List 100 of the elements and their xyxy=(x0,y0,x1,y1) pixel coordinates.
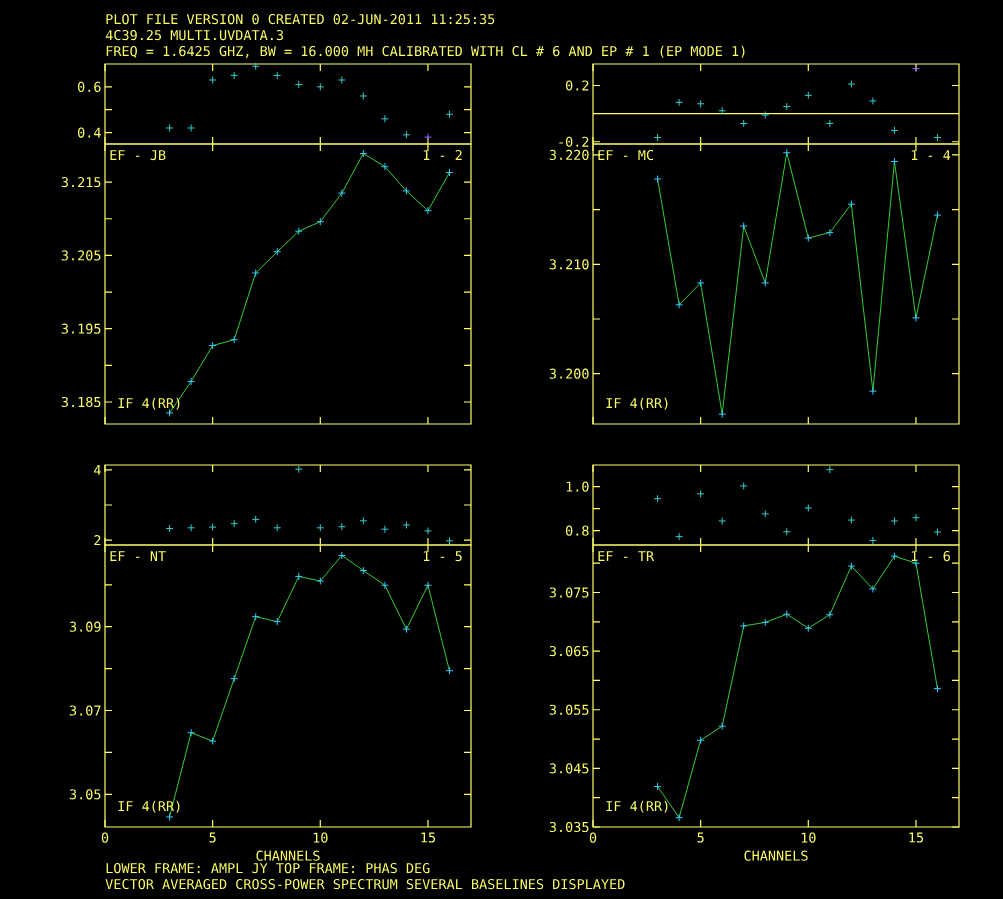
x-axis-title: CHANNELS xyxy=(744,850,808,861)
annotation: EF - MC xyxy=(598,149,654,161)
y-tick-label: 3.07 xyxy=(69,705,101,716)
point xyxy=(825,119,834,128)
y-tick-label: 4 xyxy=(94,464,101,475)
y-tick-label: 3.200 xyxy=(549,368,589,379)
point xyxy=(911,64,920,73)
point xyxy=(316,523,325,532)
point xyxy=(208,523,217,532)
point xyxy=(675,532,684,541)
text: FREQ = 1.6425 GHZ, BW = 16.000 MH CALIBRATED WITH CL # 6 AND EP # 1 (EP MODE 1) xyxy=(106,45,745,58)
point xyxy=(380,114,389,123)
point xyxy=(718,106,727,115)
point xyxy=(337,522,346,531)
point xyxy=(251,62,260,71)
point xyxy=(933,527,942,536)
point xyxy=(230,71,239,80)
point xyxy=(718,516,727,525)
y-tick-label: 3.205 xyxy=(61,250,101,261)
y-tick-label: 3.045 xyxy=(549,763,589,774)
annotation: EF - TR xyxy=(598,551,655,561)
y-tick-label: -0.2 xyxy=(559,136,589,147)
point xyxy=(761,509,770,518)
point xyxy=(696,489,705,498)
annotation: 1 - 4 xyxy=(911,150,951,160)
chart-title: PLOT FILE VERSION 0 CREATED 02-JUN-2011 11:25:35 xyxy=(106,13,495,25)
point xyxy=(890,516,899,525)
point xyxy=(445,536,454,545)
y-tick-label: 3.195 xyxy=(61,323,101,334)
y-tick-label: 3.065 xyxy=(549,646,589,657)
y-tick-label: 2 xyxy=(94,535,101,546)
y-tick-label: 3.185 xyxy=(61,396,101,408)
annotation: EF - JB xyxy=(110,150,166,161)
y-tick-label: 1.0 xyxy=(566,481,589,492)
point xyxy=(251,515,260,524)
point xyxy=(890,126,899,135)
y-tick-label: 3.215 xyxy=(61,177,101,188)
point xyxy=(933,133,942,142)
x-axis-title: CHANNELS xyxy=(256,850,320,861)
point xyxy=(230,519,239,528)
annotation: IF 4(RR) xyxy=(606,397,668,410)
point xyxy=(359,91,368,100)
point xyxy=(653,133,662,142)
point xyxy=(653,494,662,503)
x-tick-label: 5 xyxy=(209,832,216,843)
y-tick-label: 3.075 xyxy=(549,587,589,598)
point xyxy=(273,523,282,532)
y-tick-label: 3.210 xyxy=(549,259,589,270)
point xyxy=(868,96,877,105)
annotation: 1 - 5 xyxy=(423,551,462,562)
y-tick-label: 3.035 xyxy=(549,821,589,833)
chart-subtitle: 4C39.25 MULTI.UVDATA.3 xyxy=(105,29,283,41)
point xyxy=(337,75,346,84)
point xyxy=(761,111,770,120)
point xyxy=(739,119,748,128)
annotation: IF 4(RR) xyxy=(606,800,668,813)
point xyxy=(804,91,813,100)
point xyxy=(445,110,454,119)
point xyxy=(402,130,411,139)
annotation: 1 - 2 xyxy=(423,149,462,160)
x-tick-label: 0 xyxy=(589,832,597,843)
x-tick-label: 10 xyxy=(313,832,328,843)
annotation: IF 4(RR) xyxy=(118,800,180,813)
point xyxy=(804,503,813,512)
y-tick-label: 3.055 xyxy=(549,704,589,715)
annotation: 1 - 6 xyxy=(911,550,950,562)
point xyxy=(423,133,432,142)
point xyxy=(402,521,411,529)
y-tick-label: 0.2 xyxy=(565,80,589,91)
point xyxy=(696,99,705,108)
y-tick-label: 3.220 xyxy=(549,149,589,161)
point xyxy=(187,523,196,532)
point xyxy=(165,123,174,132)
point xyxy=(847,516,856,525)
point xyxy=(782,102,791,111)
y-tick-label: 0.4 xyxy=(77,127,101,138)
point xyxy=(675,98,684,107)
annotation: EF - NT xyxy=(110,551,166,561)
point xyxy=(825,465,834,474)
annotation: IF 4(RR) xyxy=(118,397,180,410)
x-tick-label: 15 xyxy=(421,832,435,843)
y-tick-label: 3.09 xyxy=(69,621,101,632)
point xyxy=(782,527,791,536)
point xyxy=(208,75,217,84)
point xyxy=(165,524,174,533)
point xyxy=(423,526,432,535)
point xyxy=(359,516,368,525)
point xyxy=(911,513,920,522)
text: LOWER FRAME: AMPL JY TOP FRAME: PHAS DEG xyxy=(106,862,430,874)
point xyxy=(273,71,282,80)
y-tick-label: 0.8 xyxy=(565,525,589,536)
point xyxy=(316,82,325,91)
point xyxy=(187,123,196,132)
text: VECTOR AVERAGED CROSS-POWER SPECTRUM SEVERAL BASELINES DISPLAYED xyxy=(105,878,625,890)
point xyxy=(380,525,389,534)
point xyxy=(868,536,877,545)
point xyxy=(294,465,303,474)
point xyxy=(294,80,303,89)
point xyxy=(739,481,748,490)
point xyxy=(847,80,856,89)
